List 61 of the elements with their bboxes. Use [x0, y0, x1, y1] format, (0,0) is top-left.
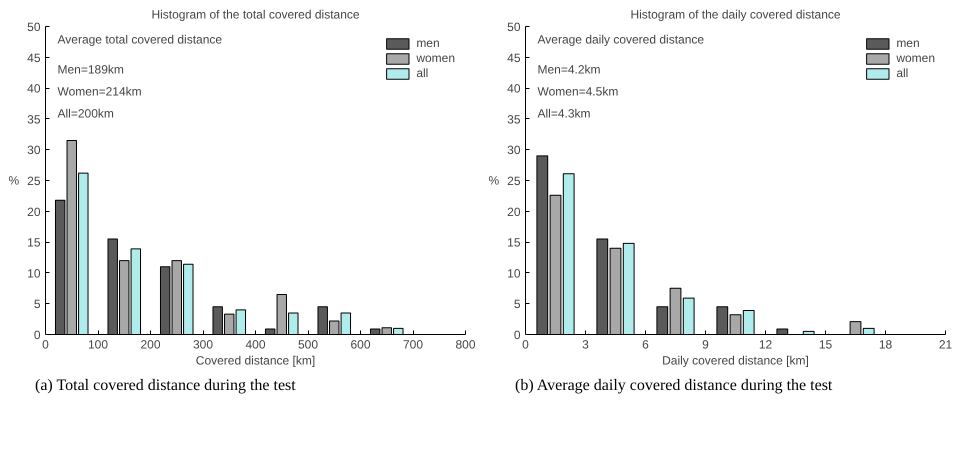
y-tick-label: 35 — [27, 112, 41, 126]
x-tick-label: 200 — [140, 338, 161, 352]
y-tick-label: 35 — [507, 112, 521, 126]
y-tick-label: 15 — [27, 236, 41, 250]
text: (a) Total covered distance during the test — [35, 376, 296, 396]
y-tick-label: 10 — [507, 266, 521, 280]
x-tick-label: 6 — [642, 338, 650, 352]
x-tick-label: 700 — [402, 338, 424, 352]
annotation: Women=214km — [58, 84, 142, 98]
y-tick-label: 20 — [507, 204, 521, 219]
x-axis-title: Daily covered distance [km] — [662, 354, 809, 368]
y-tick-label: 10 — [27, 266, 41, 280]
x-tick-label: 600 — [350, 338, 371, 352]
legend-label: women — [416, 51, 455, 65]
x-tick-label: 12 — [758, 338, 772, 352]
y-tick-label: 45 — [507, 50, 521, 65]
y-tick-label: 30 — [27, 143, 41, 158]
annotation: Average daily covered distance — [538, 32, 704, 46]
y-tick-label: 15 — [507, 236, 521, 250]
y-tick-label: 5 — [34, 297, 41, 312]
x-axis-title: Covered distance [km] — [196, 354, 316, 368]
x-tick-label: 500 — [298, 338, 318, 352]
x-tick-label: 800 — [455, 338, 476, 352]
x-tick-label: 15 — [818, 338, 832, 352]
legend-label: men — [896, 36, 920, 50]
annotation: Men=189km — [58, 62, 124, 76]
annotation: All=200km — [58, 106, 114, 120]
x-tick-label: 21 — [938, 338, 952, 352]
x-tick-label: 300 — [192, 338, 214, 352]
text: (b) Average daily covered distance during the test — [515, 376, 832, 396]
x-tick-label: 0 — [42, 338, 50, 352]
x-tick-label: 100 — [88, 338, 108, 352]
y-tick-label: 0 — [34, 328, 41, 342]
annotation: All=4.3km — [538, 106, 591, 120]
y-tick-label: 40 — [507, 82, 521, 96]
y-tick-label: 25 — [27, 174, 41, 188]
annotation: Average total covered distance — [58, 32, 222, 46]
y-tick-label: 0 — [514, 328, 521, 342]
y-tick-label: 45 — [27, 50, 41, 65]
annotation: Women=4.5km — [538, 84, 618, 98]
chart-title: Histogram of the daily covered distance — [630, 8, 841, 22]
chart-title: Histogram of the total covered distance — [151, 8, 360, 22]
y-tick-label: 50 — [507, 20, 521, 34]
legend-label: women — [896, 51, 935, 65]
y-tick-label: 30 — [507, 143, 521, 158]
x-tick-label: 9 — [702, 338, 710, 352]
y-axis-title: % — [8, 174, 20, 188]
x-tick-label: 3 — [582, 338, 590, 352]
y-tick-label: 40 — [27, 82, 41, 96]
legend-label: all — [416, 66, 430, 80]
x-tick-label: 400 — [245, 338, 266, 352]
legend-label: men — [416, 36, 440, 50]
y-tick-label: 50 — [27, 20, 41, 34]
y-tick-label: 20 — [27, 204, 41, 219]
y-tick-label: 5 — [514, 297, 521, 312]
y-axis-title: % — [488, 174, 500, 188]
y-tick-label: 25 — [507, 174, 521, 188]
x-tick-label: 18 — [878, 338, 892, 352]
x-tick-label: 0 — [522, 338, 530, 352]
annotation: Men=4.2km — [538, 62, 601, 76]
legend-label: all — [896, 66, 910, 80]
